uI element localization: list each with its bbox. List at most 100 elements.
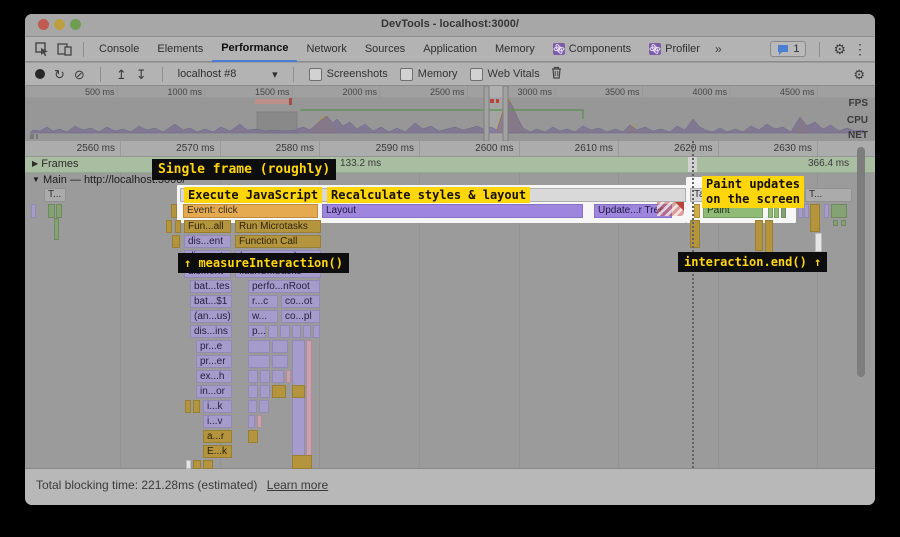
flame-bar[interactable] (755, 220, 763, 251)
flame-bar[interactable] (56, 204, 62, 218)
flame-bar[interactable] (175, 220, 181, 233)
checkbox-box[interactable] (308, 67, 322, 81)
tab-sources[interactable]: Sources (364, 43, 406, 55)
flame-bar[interactable] (694, 204, 700, 218)
flame-bar[interactable] (313, 325, 320, 338)
flame-bar-p[interactable]: p... (248, 325, 266, 338)
flame-bar-fun-all[interactable]: Fun...all (184, 220, 231, 233)
disclosure-triangle-icon[interactable]: ▼ (32, 175, 40, 184)
clear-recording-icon[interactable]: ⊘ (73, 66, 85, 82)
flame-bar[interactable] (831, 204, 847, 218)
flame-bar[interactable] (171, 204, 177, 218)
checkbox-box[interactable] (469, 67, 483, 81)
flame-bar[interactable] (306, 340, 312, 469)
flame-bar[interactable] (690, 220, 700, 248)
flame-bar[interactable] (272, 370, 284, 383)
flame-bar[interactable] (815, 233, 822, 252)
reload-and-record-icon[interactable]: ↻ (54, 66, 65, 82)
flame-bar-an-us[interactable]: (an...us) (190, 310, 232, 323)
issues-badge[interactable]: 1 (770, 41, 807, 57)
flame-bar[interactable] (248, 340, 270, 353)
flame-bar[interactable] (804, 204, 809, 218)
capture-settings-gear-icon[interactable]: ⚙ (853, 66, 865, 82)
flame-bar[interactable] (260, 385, 270, 398)
tab-components[interactable]: Components (544, 37, 640, 61)
flame-bar[interactable] (166, 220, 172, 233)
close-window-button[interactable] (38, 19, 49, 30)
flame-bar[interactable] (248, 370, 258, 383)
flame-bar[interactable] (257, 415, 262, 428)
flame-bar-a-r[interactable]: a...r (203, 430, 232, 443)
flame-bar-perfo-nroot[interactable]: perfo...nRoot (248, 280, 320, 293)
flame-bar[interactable] (48, 204, 55, 218)
flame-bar-dis-ent[interactable]: dis...ent (184, 235, 231, 248)
checkbox-memory[interactable]: Memory (399, 67, 458, 81)
flame-bar[interactable] (824, 204, 829, 218)
flame-bar-t[interactable]: T... (805, 188, 852, 202)
flame-bar[interactable] (303, 325, 311, 338)
profile-history-select[interactable]: localhost #8 ▾ (178, 68, 278, 81)
flame-bar-pr-er[interactable]: pr...er (196, 355, 232, 368)
flame-bar[interactable] (272, 385, 286, 398)
flame-bar-in-or[interactable]: in...or (196, 385, 232, 398)
flame-bar-i-v[interactable]: i...v (203, 415, 232, 428)
flame-bar-bat-tes[interactable]: bat...tes (190, 280, 232, 293)
flame-bar-w[interactable]: w... (248, 310, 278, 323)
flame-bar[interactable] (286, 370, 291, 383)
flame-bar[interactable] (292, 325, 301, 338)
flame-bar[interactable] (172, 235, 180, 248)
tab-network[interactable]: Network (306, 43, 347, 55)
device-toolbar-icon[interactable] (55, 41, 73, 58)
flame-bar-co-pl[interactable]: co...pl (281, 310, 320, 323)
flame-bar-t[interactable]: T... (44, 188, 66, 202)
flame-bar-run-microtasks[interactable]: Run Microtasks (235, 220, 321, 233)
flame-bar[interactable] (193, 460, 201, 469)
timeline-overview[interactable]: 500 ms 1000 ms 1500 ms 2000 ms 2500 ms 3000 m… (25, 86, 875, 142)
zoom-window-button[interactable] (70, 19, 81, 30)
flame-bar-dis-ins[interactable]: dis...ins (190, 325, 232, 338)
disclosure-triangle-icon[interactable]: ▶ (32, 159, 39, 168)
flame-bar[interactable] (268, 325, 278, 338)
learn-more-link[interactable]: Learn more (266, 478, 329, 492)
minimize-window-button[interactable] (54, 19, 65, 30)
flame-bar[interactable] (272, 340, 288, 353)
checkbox-box[interactable] (399, 67, 413, 81)
garbage-collect-icon[interactable] (551, 66, 562, 82)
flame-bar[interactable] (248, 400, 257, 413)
flame-bar[interactable] (248, 415, 255, 428)
flame-chart-pane[interactable]: 2560 ms 2570 ms 2580 ms 2590 ms 2600 ms 2610 … (25, 141, 875, 469)
flame-bar-i-k[interactable]: i...k (203, 400, 232, 413)
flame-bar[interactable] (292, 385, 305, 398)
flame-bar[interactable] (248, 430, 258, 443)
flame-bar[interactable] (810, 204, 820, 232)
flame-bar[interactable] (841, 220, 846, 226)
flame-bar[interactable] (185, 400, 191, 413)
tab-elements[interactable]: Elements (157, 43, 204, 55)
flame-bar-r-c[interactable]: r...c (248, 295, 278, 308)
flame-bar[interactable] (292, 455, 312, 469)
load-profile-icon[interactable]: ↥ (115, 66, 127, 82)
flame-bar[interactable] (193, 400, 200, 413)
checkbox-screenshots[interactable]: Screenshots (308, 67, 388, 81)
flame-bar[interactable] (186, 460, 191, 469)
checkbox-web-vitals[interactable]: Web Vitals (469, 67, 540, 81)
tab-memory[interactable]: Memory (495, 43, 535, 55)
kebab-menu-icon[interactable]: ⋮ (853, 41, 867, 57)
flame-bar[interactable] (833, 220, 838, 226)
flame-bar-layout[interactable]: Layout (322, 204, 583, 218)
flame-bar[interactable] (248, 355, 270, 368)
main-thread-header[interactable]: ▼ Main — http://localhost:3000/ (32, 174, 186, 186)
flame-bar-e-k[interactable]: E...k (203, 445, 232, 458)
tab-performance[interactable]: Performance (212, 37, 298, 62)
flame-bar-function-call[interactable]: Function Call (235, 235, 321, 248)
frames-track-label[interactable]: ▶ Frames (32, 158, 79, 170)
record-button[interactable] (35, 69, 45, 79)
flame-bar[interactable] (280, 325, 290, 338)
flame-bar[interactable] (54, 218, 59, 240)
more-tabs-icon[interactable]: » (714, 42, 722, 56)
flame-bar-event-click[interactable]: Event: click (183, 204, 318, 218)
tab-application[interactable]: Application (423, 43, 478, 55)
flame-bar[interactable] (272, 355, 288, 368)
flame-bar[interactable] (259, 400, 269, 413)
tab-profiler[interactable]: Profiler (640, 37, 709, 61)
